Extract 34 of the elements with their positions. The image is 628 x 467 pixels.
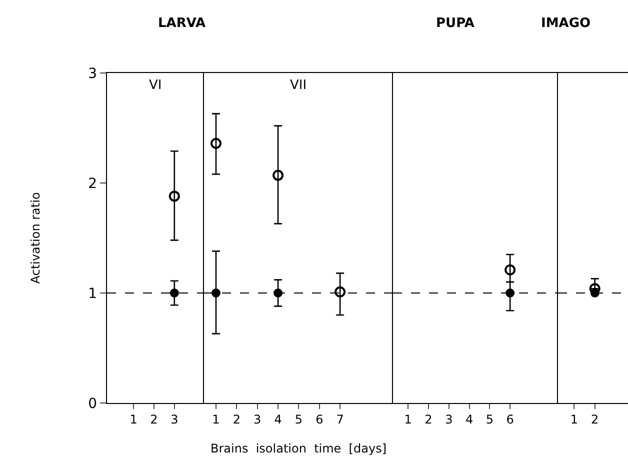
y-tick-label: 0 (88, 396, 98, 412)
annotation: VI (149, 78, 162, 93)
x-tick-label: 3 (254, 412, 262, 427)
point (274, 288, 283, 298)
x-tick-label: 3 (170, 412, 178, 427)
x-tick-label: 6 (316, 412, 324, 427)
x-tick-label: 1 (404, 412, 412, 427)
x-tick-label: 6 (506, 412, 514, 427)
y-tick-label: 1 (88, 286, 98, 302)
x-tick-label: 1 (212, 412, 220, 427)
x-tick-label: 3 (445, 412, 453, 427)
point (211, 288, 220, 298)
point (272, 170, 284, 181)
x-tick-label: 2 (424, 412, 432, 427)
x-axis-title: Brains isolation time [days] (210, 441, 386, 456)
chart-title: IMAGO (541, 16, 591, 31)
x-tick-label: 4 (465, 412, 474, 427)
x-tick-label: 1 (130, 412, 138, 427)
x-tick-label: 5 (294, 412, 303, 427)
x-tick-label: 5 (486, 412, 494, 427)
point (210, 138, 222, 149)
x-tick-label: 1 (570, 412, 578, 427)
x-tick-label: 2 (591, 412, 599, 427)
annotation: VII (290, 78, 307, 93)
x-tick-label: 2 (232, 412, 240, 427)
y-tick-label: 2 (88, 176, 98, 192)
chart-title: PUPA (436, 16, 474, 31)
point (334, 286, 346, 298)
chart-title: LARVA (158, 16, 206, 31)
x-tick-label: 7 (336, 412, 344, 427)
y-tick-label: 3 (88, 66, 98, 82)
x-tick-label: 4 (274, 412, 282, 427)
x-tick-label: 2 (150, 412, 158, 427)
y-axis-title: Activation ratio (28, 192, 42, 284)
